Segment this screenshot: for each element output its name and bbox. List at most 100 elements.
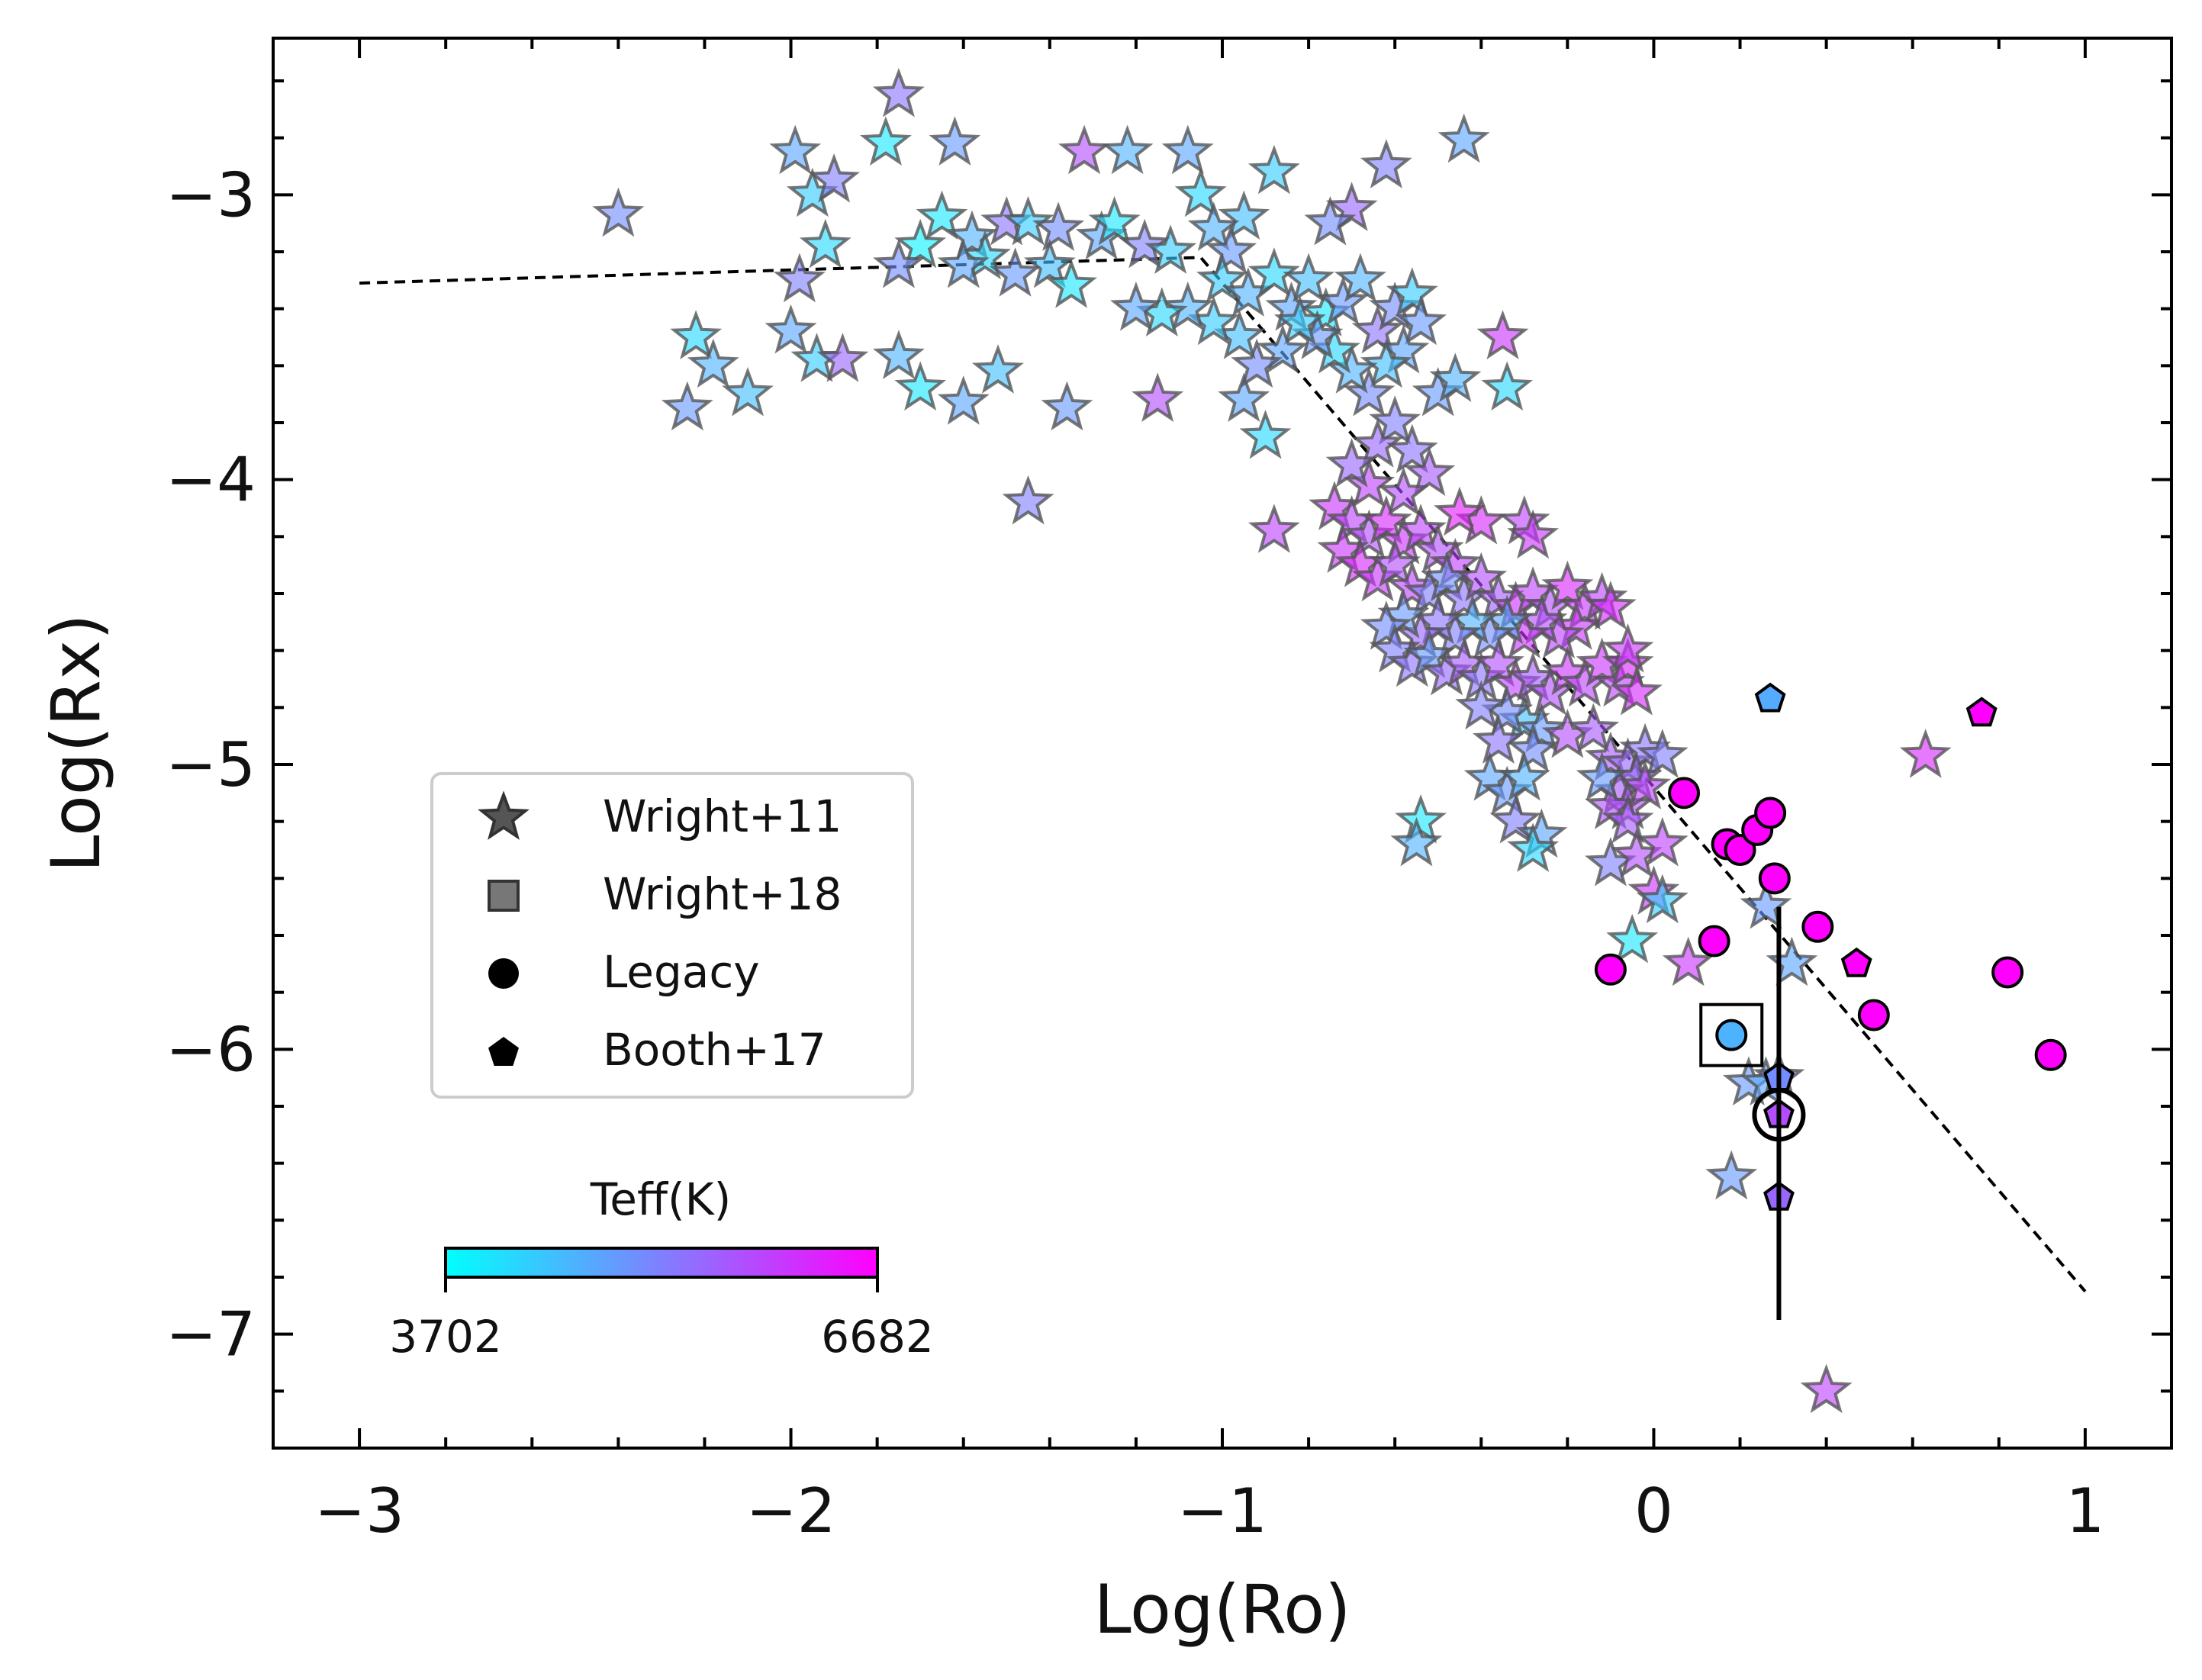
wright11-star-point (1304, 195, 1357, 246)
wright18-square-point (1699, 1003, 1764, 1067)
wright11-star-point (1489, 793, 1542, 844)
x-tick-label: −2 (746, 1476, 836, 1546)
wright11-star-point (1602, 623, 1654, 673)
legacy-circle-point (1594, 953, 1627, 986)
y-tick-label: −4 (166, 445, 256, 516)
wright11-star-point (1481, 361, 1534, 411)
wright11-star-point (1429, 352, 1482, 402)
wright11-star-point (916, 190, 968, 240)
wright11-star-point (971, 344, 1024, 394)
error-bar-layer (1752, 906, 1806, 1320)
wright11-star-point (1662, 936, 1714, 986)
wright11-star-point (1247, 144, 1300, 195)
y-tick-label: −5 (166, 729, 256, 800)
wright11-star-point (1360, 139, 1412, 188)
wright11-star-point (816, 333, 869, 382)
x-tick-label: −3 (314, 1476, 404, 1546)
colorbar-min-label: 3702 (389, 1311, 502, 1363)
wright11-star-point (1472, 714, 1524, 764)
wright11-star-point (1343, 458, 1396, 508)
wright11-star-point (1524, 666, 1576, 716)
wright11-star-point (937, 238, 990, 288)
colorbar-gradient (444, 1247, 879, 1279)
booth17-pentagon-point (1754, 682, 1786, 713)
wright11-star-point (1705, 1150, 1758, 1200)
wright11-star-point (769, 124, 822, 175)
legend-label-wright18: Wright+18 (603, 868, 842, 920)
wright11-star-point (1174, 167, 1227, 217)
wright11-star-point (1472, 637, 1524, 687)
wright11-star-point (1395, 295, 1447, 346)
wright11-star-point (1386, 423, 1438, 474)
wright11-star-point (989, 247, 1041, 297)
legend-markers (478, 790, 530, 1066)
wright11-star-point (1088, 195, 1141, 246)
wright11-star-point (1187, 201, 1240, 252)
wright11-star-point (1395, 609, 1447, 658)
wright11-star-point (894, 218, 947, 269)
wright11-star-point (1602, 793, 1654, 844)
wright11-star-point (946, 210, 999, 260)
highlight-ring (1752, 1088, 1806, 1142)
wright11-star-point (1390, 816, 1443, 867)
legacy-circle-point (1668, 777, 1701, 809)
wright11-star-point (1325, 344, 1378, 394)
wright11-star-point (1325, 438, 1378, 488)
wright11-star-point (1334, 253, 1386, 303)
wright11-star-point (894, 361, 947, 411)
legacy-circle-point (1698, 925, 1730, 957)
wright11-star-point (1351, 418, 1404, 468)
wright11-star-point (1239, 410, 1292, 459)
wright11-star-point (1343, 367, 1396, 417)
wright11-star-point (1507, 822, 1560, 872)
wright11-star-point (1058, 124, 1111, 175)
wright11-star-point (773, 253, 826, 303)
wright11-star-point (1498, 751, 1550, 801)
legend-label-wright11: Wright+11 (603, 790, 842, 842)
wright11-star-point (722, 366, 774, 417)
wright11-star-point (1584, 580, 1637, 630)
wright11-star-point (1002, 196, 1054, 246)
x-axis-title: Log(Ro) (1094, 1570, 1351, 1649)
wright11-star-point (1109, 281, 1162, 331)
wright11-star-point (1041, 381, 1093, 431)
wright11-star-point (799, 218, 852, 269)
legacy-circle-point (1801, 910, 1834, 943)
x-tick-label: −1 (1177, 1476, 1267, 1546)
wright11-star-point (1161, 281, 1214, 331)
wright11-star-point (670, 310, 723, 359)
wright11-star-point (1360, 494, 1412, 545)
wright11-star-point (1196, 253, 1248, 303)
wright11-star-point (1218, 372, 1270, 423)
wright11-star-point (1515, 703, 1568, 753)
wright11-star-point (1899, 729, 1952, 778)
y-tick-label: −7 (166, 1299, 256, 1370)
colorbar: Teff(K) 3702 6682 (389, 1173, 934, 1363)
y-tick-label: −6 (166, 1014, 256, 1085)
wright11-star-point (1002, 475, 1054, 525)
wright11-star-point (808, 153, 861, 203)
wright11-star-point (1567, 703, 1620, 753)
wright11-star-point (1610, 665, 1663, 716)
x-tick-label: 0 (1634, 1476, 1673, 1546)
wright11-star-point (1360, 338, 1412, 388)
wright11-star-point (1507, 509, 1560, 559)
legend-box (430, 772, 914, 1099)
wright11-star-point (1377, 466, 1430, 517)
wright11-star-point (1636, 874, 1689, 924)
legacy-circle-point (1857, 999, 1890, 1031)
tick-labels-layer: −3 −2 −1 0 1 −3 −4 −5 −6 −7 (166, 159, 2104, 1546)
legacy-circle-point (1758, 862, 1791, 895)
wright11-star-point (1247, 247, 1300, 297)
legacy-circle-point (1754, 797, 1787, 829)
wright11-star-point (1045, 259, 1098, 308)
x-tick-label: 1 (2065, 1476, 2104, 1546)
wright11-star-point (1317, 275, 1370, 326)
wright11-star-point (872, 67, 925, 117)
y-axis-title: Log(Rx) (37, 613, 115, 872)
wright11-star-point (1476, 310, 1529, 359)
wright11-star-point (1395, 504, 1447, 553)
plot-frame (272, 37, 2173, 1450)
wright11-star-point (1369, 395, 1421, 445)
